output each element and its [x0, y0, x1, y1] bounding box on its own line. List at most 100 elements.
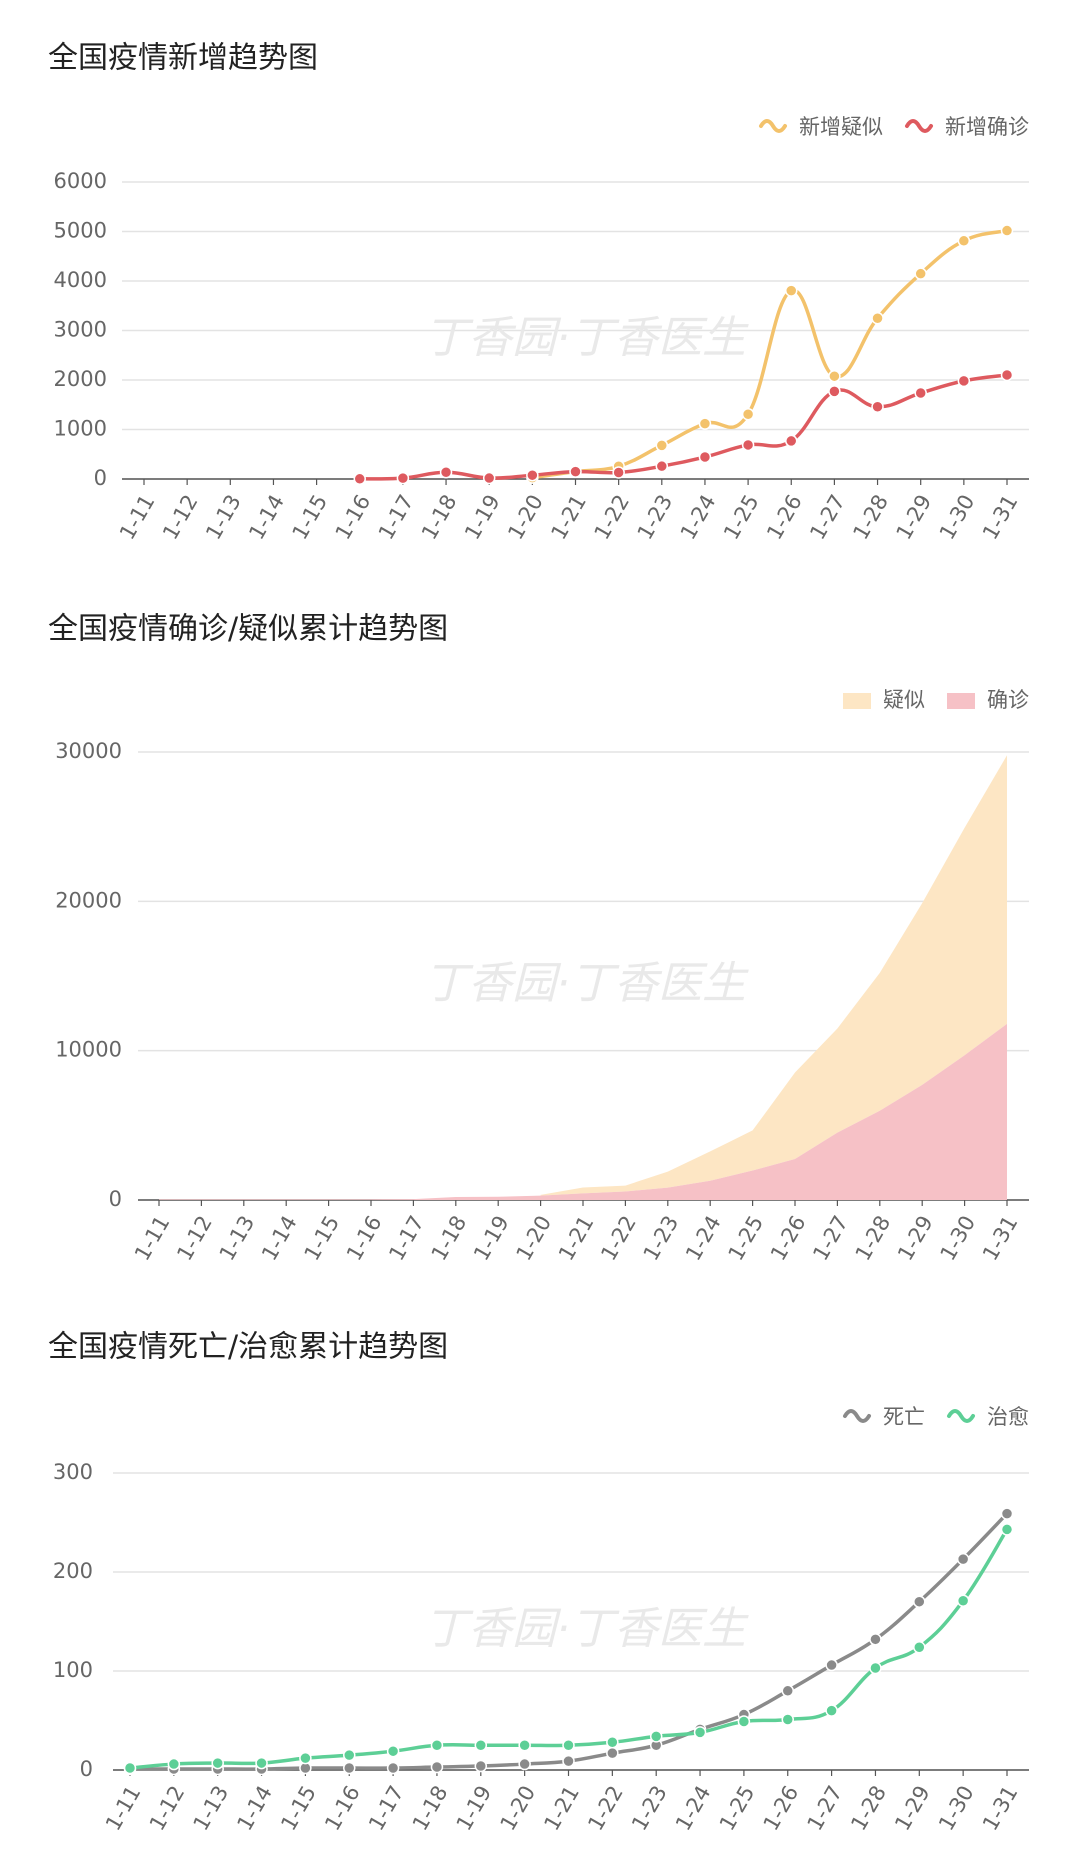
y-tick-label: 10000	[55, 1038, 122, 1062]
point	[386, 1761, 400, 1775]
x-tick-label: 1-23	[639, 1212, 684, 1265]
point	[430, 1739, 444, 1752]
x-tick-label: 1-29	[893, 1212, 938, 1265]
point	[828, 385, 841, 398]
legend-swatch	[947, 693, 975, 709]
point	[785, 434, 798, 448]
x-tick-label: 1-24	[676, 491, 721, 544]
x-tick-label: 1-24	[671, 1782, 716, 1835]
point	[1000, 368, 1014, 382]
x-tick-label: 1-25	[724, 1212, 769, 1265]
y-tick-label: 100	[53, 1658, 93, 1682]
legend-swatch	[759, 119, 787, 133]
point	[167, 1757, 181, 1771]
x-tick-label: 1-15	[300, 1212, 345, 1265]
legend-label: 治愈	[987, 1405, 1029, 1429]
x-tick-label: 1-11	[130, 1212, 175, 1265]
y-tick-label: 3000	[54, 318, 107, 342]
x-tick-label: 1-23	[627, 1782, 672, 1835]
x-tick-label: 1-12	[145, 1782, 190, 1835]
point	[956, 1594, 970, 1607]
x-tick-label: 1-19	[452, 1782, 497, 1835]
x-tick-label: 1-13	[189, 1782, 234, 1835]
legend-swatch	[843, 1409, 871, 1423]
watermark: 丁香园·丁香医生	[424, 958, 749, 1009]
legend-swatch	[843, 693, 871, 709]
y-tick-label: 0	[109, 1187, 122, 1211]
chart-title: 全国疫情新增趋势图	[48, 41, 318, 76]
point	[386, 1744, 400, 1758]
point	[1000, 1507, 1014, 1520]
x-tick-label: 1-12	[158, 491, 203, 544]
y-tick-label: 5000	[54, 219, 107, 243]
x-tick-label: 1-18	[427, 1212, 472, 1265]
point	[781, 1713, 794, 1726]
x-tick-label: 1-26	[762, 491, 807, 544]
series-area	[540, 755, 1007, 1196]
point	[255, 1756, 268, 1770]
y-tick-label: 200	[53, 1559, 93, 1583]
x-tick-label: 1-31	[978, 1782, 1023, 1835]
x-tick-label: 1-22	[583, 1782, 628, 1835]
point	[474, 1739, 488, 1752]
point	[482, 471, 496, 485]
x-tick-label: 1-26	[759, 1782, 804, 1835]
legend-label: 死亡	[883, 1405, 925, 1429]
point	[914, 386, 927, 400]
point	[518, 1739, 531, 1752]
point	[299, 1751, 312, 1765]
x-tick-label: 1-17	[384, 1212, 429, 1265]
x-tick-label: 1-25	[719, 491, 764, 544]
point	[825, 1658, 838, 1672]
legend-swatch	[905, 119, 933, 133]
legend-label: 确诊	[987, 688, 1029, 712]
x-tick-label: 1-28	[851, 1212, 896, 1265]
point	[913, 1640, 926, 1654]
point	[871, 311, 884, 325]
point	[871, 400, 884, 414]
point	[526, 468, 539, 482]
point	[343, 1761, 356, 1775]
x-tick-label: 1-22	[590, 491, 635, 544]
x-tick-label: 1-24	[681, 1212, 726, 1265]
x-tick-label: 1-23	[633, 491, 678, 544]
point	[741, 438, 755, 452]
x-tick-label: 1-15	[288, 491, 333, 544]
chart-title: 全国疫情死亡/治愈累计趋势图	[48, 1330, 448, 1365]
point	[343, 1748, 356, 1762]
y-tick-label: 1000	[54, 417, 107, 441]
x-tick-label: 1-14	[232, 1782, 277, 1835]
x-tick-label: 1-16	[320, 1782, 365, 1835]
y-tick-label: 300	[53, 1460, 93, 1484]
point	[612, 466, 625, 479]
x-tick-label: 1-27	[805, 491, 850, 544]
point	[649, 1730, 663, 1743]
point	[825, 1704, 838, 1717]
x-tick-label: 1-16	[342, 1212, 387, 1265]
point	[1000, 224, 1014, 237]
x-tick-label: 1-27	[808, 1212, 853, 1265]
point	[785, 284, 798, 297]
x-tick-label: 1-17	[374, 491, 419, 544]
series-line	[359, 373, 1008, 481]
x-tick-label: 1-22	[596, 1212, 641, 1265]
x-tick-label: 1-20	[503, 491, 548, 544]
point	[957, 234, 971, 248]
x-tick-label: 1-30	[936, 1212, 981, 1265]
x-tick-label: 1-14	[244, 491, 289, 544]
x-tick-label: 1-21	[546, 491, 591, 544]
y-tick-label: 6000	[54, 169, 107, 193]
point	[353, 472, 366, 486]
point	[606, 1746, 619, 1760]
legend-label: 新增确诊	[945, 115, 1029, 139]
point	[698, 417, 712, 430]
legend-label: 新增疑似	[799, 115, 883, 139]
x-tick-label: 1-26	[766, 1212, 811, 1265]
x-tick-label: 1-15	[276, 1782, 321, 1835]
point	[957, 374, 971, 388]
series-area	[159, 1023, 1007, 1200]
x-tick-label: 1-13	[201, 491, 246, 544]
x-tick-label: 1-13	[215, 1212, 260, 1265]
legend-label: 疑似	[883, 688, 925, 712]
